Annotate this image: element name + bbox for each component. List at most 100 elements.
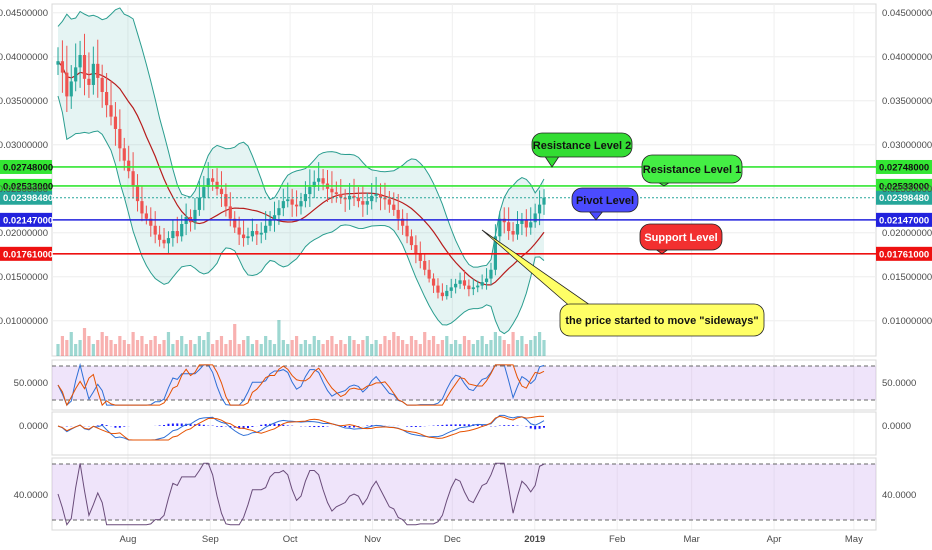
candle-body	[361, 201, 365, 205]
candle-body	[431, 278, 436, 286]
volume-bar	[277, 320, 281, 356]
candle-body	[308, 187, 312, 195]
candle-body	[529, 222, 533, 228]
volume-bar	[471, 344, 475, 356]
level-tag-label-left: 0.02533000	[3, 181, 53, 192]
volume-bar	[202, 340, 206, 356]
candle-body	[264, 225, 268, 233]
candle-body	[423, 260, 427, 270]
volume-bar	[449, 344, 453, 356]
candle-body	[140, 201, 144, 214]
volume-bar	[476, 340, 480, 356]
volume-bar	[294, 336, 299, 356]
rsi-line-main	[57, 462, 545, 526]
level-tag-left	[0, 178, 52, 193]
candle-body	[241, 234, 246, 239]
volume-bar	[529, 340, 533, 356]
x-tick-label-Nov: Nov	[364, 534, 381, 545]
volume-bar	[56, 344, 60, 356]
volume-bar	[153, 336, 157, 356]
candle-body	[374, 194, 378, 196]
level-tag-label-left: 0.01761000	[3, 249, 53, 260]
volume-bar	[233, 324, 237, 356]
macd-histogram-bar	[454, 424, 457, 426]
volume-bars	[56, 320, 546, 356]
macd-histogram-bar	[277, 424, 280, 426]
volume-bar	[370, 344, 374, 356]
stochastic-axis-label-right: 50.0000	[882, 378, 916, 389]
grid-lines	[51, 3, 877, 530]
volume-bar	[339, 340, 343, 356]
stochastic-line-signal	[57, 364, 545, 407]
volume-bar	[467, 340, 471, 356]
x-tick-label-Apr: Apr	[767, 534, 782, 545]
macd-histogram-bar	[436, 425, 439, 426]
volume-bar	[299, 344, 303, 356]
annotation-box	[559, 303, 765, 337]
candle-body	[233, 218, 237, 228]
y-tick-label-left: 0.01500000	[0, 272, 48, 283]
candle-body	[383, 197, 387, 200]
volume-bar	[317, 340, 321, 356]
candle-body	[96, 63, 100, 78]
callout-box	[531, 132, 633, 158]
candle-body	[193, 209, 197, 223]
volume-bar	[241, 340, 246, 356]
volume-bar	[348, 336, 352, 356]
macd-histogram-bar	[96, 425, 99, 426]
level-tag-right	[876, 178, 932, 193]
volume-bar	[352, 340, 356, 356]
volume-bar	[374, 340, 378, 356]
y-tick-label-right: 0.01000000	[882, 316, 932, 327]
volume-bar	[224, 344, 228, 356]
volume-bar	[215, 340, 219, 356]
y-tick-label-left: 0.01000000	[0, 316, 48, 327]
volume-bar	[484, 344, 489, 356]
macd-histogram-bar	[180, 423, 183, 426]
candle-body	[427, 269, 431, 279]
level-tag-right	[876, 190, 932, 205]
x-tick-label-Oct: Oct	[283, 534, 298, 545]
level-tag-left	[0, 159, 52, 174]
volume-bar	[171, 344, 175, 356]
volume-bar	[184, 344, 188, 356]
macd-histogram-bar	[114, 426, 117, 428]
callout-label: Support Level	[644, 232, 717, 244]
volume-bar	[206, 332, 210, 356]
macd-histogram-bar	[344, 426, 347, 428]
volume-bar	[122, 340, 126, 356]
candle-body	[471, 287, 475, 290]
macd-pane-frame	[51, 411, 877, 456]
macd-histogram-bar	[512, 425, 515, 426]
y-tick-label-left: 0.03500000	[0, 96, 48, 107]
candle-body	[458, 280, 462, 284]
level-tag-left	[0, 212, 52, 227]
macd-histogram-bar	[105, 425, 108, 426]
macd-histogram-bar	[507, 425, 510, 426]
level-tag-label-left: 0.02147000	[3, 215, 53, 226]
y-tick-label-right: 0.04500000	[882, 8, 932, 19]
volume-bar	[82, 328, 87, 356]
candle-body	[219, 188, 224, 195]
candle-body	[144, 213, 148, 219]
volume-bar	[458, 344, 462, 356]
macd-histogram-bar	[308, 426, 311, 427]
candle-body	[100, 77, 104, 92]
volume-bar	[158, 344, 162, 356]
candle-body	[166, 238, 171, 244]
volume-bar	[149, 340, 153, 356]
candle-body	[206, 178, 210, 188]
candle-body	[511, 231, 515, 235]
macd-histogram-bar	[123, 426, 126, 427]
price-levels: 0.02748000 0.02748000 0.02533000 0.02533000…	[0, 159, 932, 261]
candle-body	[109, 105, 113, 117]
candle-body	[339, 194, 343, 198]
volume-bar	[166, 332, 171, 356]
macd-histogram-bar	[286, 425, 289, 426]
level-tag-right	[876, 159, 932, 174]
volume-bar	[520, 336, 524, 356]
macd-histogram-bar	[414, 426, 417, 427]
candle-body	[246, 236, 250, 239]
candle-body	[60, 61, 65, 73]
